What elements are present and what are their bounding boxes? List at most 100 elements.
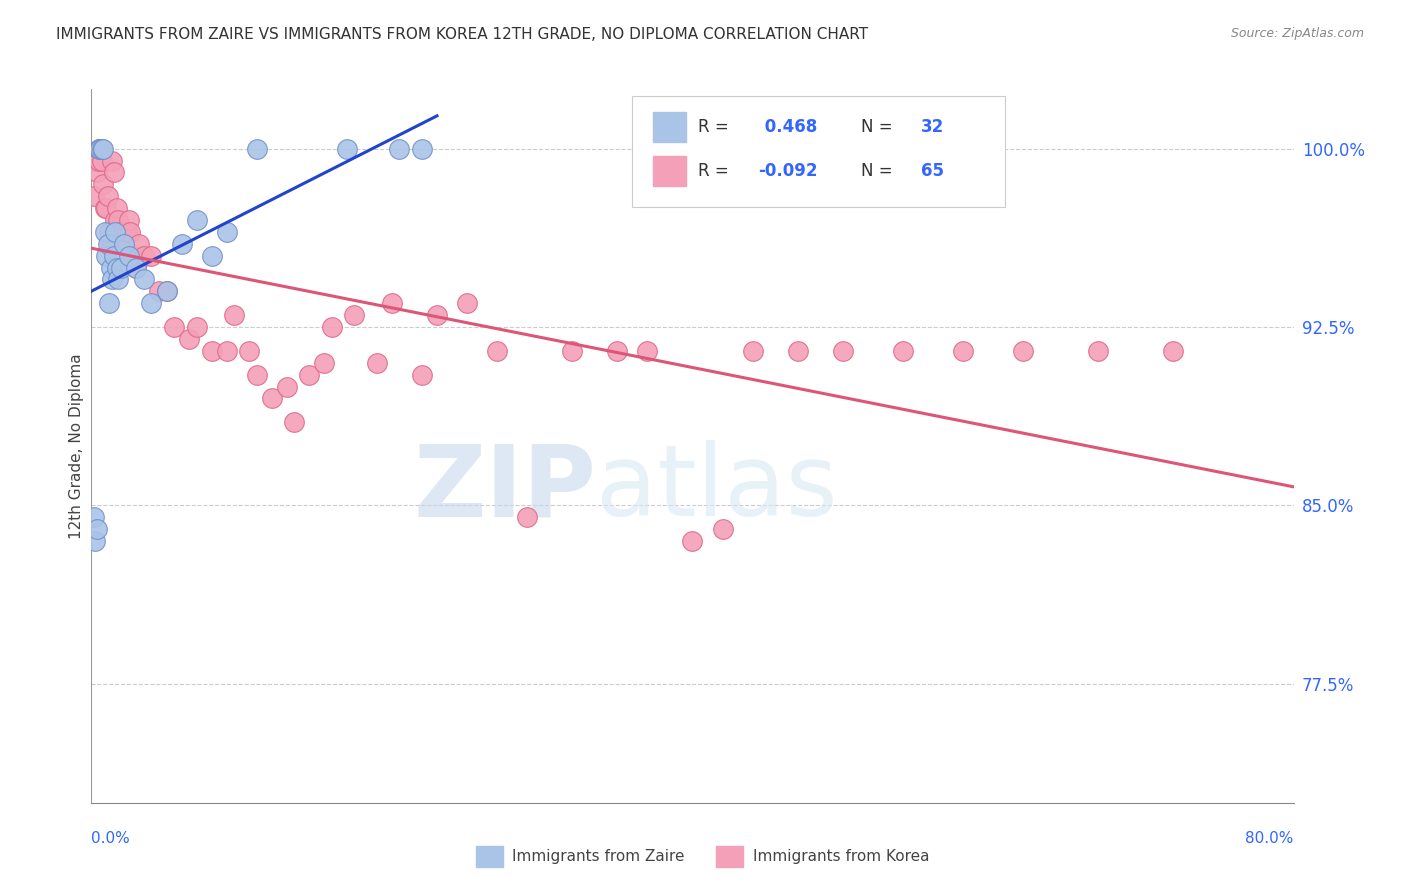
Point xyxy=(100,260,122,275)
Point xyxy=(84,534,107,549)
Point xyxy=(98,296,121,310)
Point xyxy=(107,272,129,286)
Point xyxy=(86,522,108,536)
Point xyxy=(186,213,208,227)
Point xyxy=(96,201,118,215)
Point xyxy=(516,510,538,524)
Bar xyxy=(652,112,686,142)
Text: R =: R = xyxy=(699,118,734,136)
Point xyxy=(186,320,208,334)
Point xyxy=(1012,343,1035,358)
Point xyxy=(561,343,583,358)
Bar xyxy=(652,156,686,186)
Point xyxy=(132,249,155,263)
Point xyxy=(125,260,148,275)
Point xyxy=(118,213,141,227)
Text: 0.0%: 0.0% xyxy=(91,831,131,847)
Text: N =: N = xyxy=(860,162,897,180)
Point xyxy=(283,415,305,429)
Point xyxy=(107,213,129,227)
Point xyxy=(90,142,112,156)
Point xyxy=(104,213,127,227)
Text: IMMIGRANTS FROM ZAIRE VS IMMIGRANTS FROM KOREA 12TH GRADE, NO DIPLOMA CORRELATIO: IMMIGRANTS FROM ZAIRE VS IMMIGRANTS FROM… xyxy=(56,27,869,42)
Point xyxy=(681,534,703,549)
Point xyxy=(110,260,132,275)
Text: Immigrants from Zaire: Immigrants from Zaire xyxy=(512,849,685,863)
Bar xyxy=(717,846,742,867)
Point xyxy=(155,285,177,299)
Point xyxy=(103,165,125,179)
Point xyxy=(110,225,132,239)
Point xyxy=(114,236,136,251)
Text: 80.0%: 80.0% xyxy=(1246,831,1294,847)
Point xyxy=(411,368,433,382)
Point xyxy=(1161,343,1184,358)
Point xyxy=(97,236,120,251)
Point xyxy=(105,201,128,215)
Point xyxy=(83,510,105,524)
Text: 32: 32 xyxy=(921,118,943,136)
Point xyxy=(93,142,115,156)
Text: N =: N = xyxy=(860,118,897,136)
Point xyxy=(101,153,124,168)
Point xyxy=(87,142,110,156)
Point xyxy=(148,285,170,299)
Point xyxy=(87,142,110,156)
Point xyxy=(1087,343,1109,358)
Point xyxy=(93,178,115,192)
Point xyxy=(100,236,122,251)
Point xyxy=(388,142,411,156)
Point xyxy=(411,142,433,156)
Point xyxy=(98,225,121,239)
Point xyxy=(122,249,145,263)
Point xyxy=(711,522,734,536)
Point xyxy=(170,236,193,251)
Point xyxy=(120,225,142,239)
Text: Source: ZipAtlas.com: Source: ZipAtlas.com xyxy=(1230,27,1364,40)
Point xyxy=(128,236,150,251)
Point xyxy=(246,368,269,382)
Point xyxy=(298,368,321,382)
Point xyxy=(215,343,238,358)
FancyBboxPatch shape xyxy=(633,96,1005,207)
Point xyxy=(276,379,298,393)
Point xyxy=(224,308,246,322)
Point xyxy=(141,296,163,310)
Point xyxy=(94,201,117,215)
Point xyxy=(105,260,128,275)
Text: atlas: atlas xyxy=(596,441,838,537)
Text: Immigrants from Korea: Immigrants from Korea xyxy=(752,849,929,863)
Point xyxy=(103,249,125,263)
Point xyxy=(87,153,110,168)
Point xyxy=(90,153,112,168)
Point xyxy=(163,320,186,334)
Point xyxy=(456,296,478,310)
Text: ZIP: ZIP xyxy=(413,441,596,537)
Point xyxy=(117,225,139,239)
Y-axis label: 12th Grade, No Diploma: 12th Grade, No Diploma xyxy=(69,353,84,539)
Point xyxy=(606,343,628,358)
Point xyxy=(201,249,224,263)
Point xyxy=(238,343,260,358)
Point xyxy=(141,249,163,263)
Point xyxy=(84,153,107,168)
Text: R =: R = xyxy=(699,162,734,180)
Point xyxy=(321,320,343,334)
Point xyxy=(486,343,509,358)
Point xyxy=(125,260,148,275)
Bar xyxy=(477,846,502,867)
Point xyxy=(118,249,141,263)
Point xyxy=(94,225,117,239)
Point xyxy=(86,165,108,179)
Point xyxy=(246,142,269,156)
Point xyxy=(97,189,120,203)
Point xyxy=(366,356,388,370)
Point xyxy=(215,225,238,239)
Point xyxy=(336,142,359,156)
Point xyxy=(260,392,283,406)
Point xyxy=(177,332,200,346)
Point xyxy=(831,343,853,358)
Point xyxy=(89,142,111,156)
Point xyxy=(786,343,808,358)
Point xyxy=(83,189,105,203)
